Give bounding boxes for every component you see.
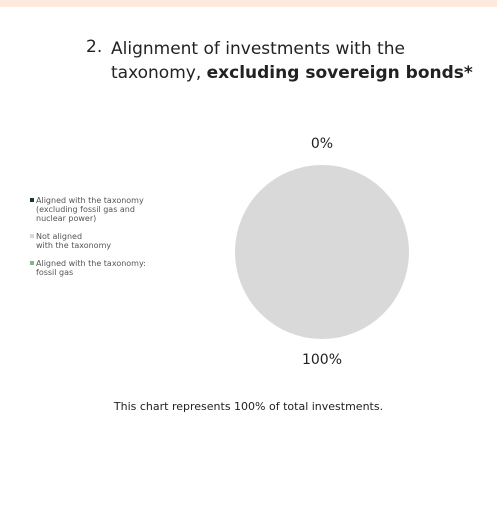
pie-slice <box>235 165 409 339</box>
data-label: 0% <box>311 136 333 152</box>
legend-swatch <box>30 234 34 238</box>
title-bold: excluding sovereign bonds* <box>206 63 473 83</box>
legend-item: Aligned with the taxonomy: fossil gas <box>30 259 190 277</box>
legend-swatch <box>30 198 34 202</box>
legend: Aligned with the taxonomy (excluding fos… <box>30 196 190 286</box>
chart-number: 2. <box>86 37 103 57</box>
data-label: 100% <box>302 352 342 368</box>
legend-item: Not aligned with the taxonomy <box>30 232 190 250</box>
legend-label: Aligned with the taxonomy: fossil gas <box>36 259 146 277</box>
chart-title: Alignment of investments with the taxono… <box>111 37 491 85</box>
top-band <box>0 0 497 7</box>
chart-note: This chart represents 100% of total inve… <box>113 400 384 413</box>
legend-label: Aligned with the taxonomy (excluding fos… <box>36 196 144 223</box>
title-text: Alignment of investments with the taxono… <box>111 39 405 83</box>
legend-swatch <box>30 261 34 265</box>
legend-item: Aligned with the taxonomy (excluding fos… <box>30 196 190 223</box>
legend-label: Not aligned with the taxonomy <box>36 232 112 250</box>
